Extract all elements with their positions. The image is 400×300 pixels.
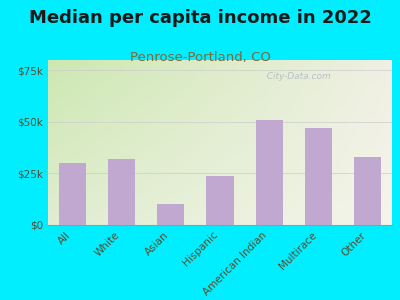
Bar [305, 128, 332, 225]
Text: Penrose-Portland, CO: Penrose-Portland, CO [130, 51, 270, 64]
Bar [108, 159, 135, 225]
Bar [206, 176, 234, 225]
Bar [59, 163, 86, 225]
Bar [256, 120, 283, 225]
Bar [354, 157, 381, 225]
Bar [157, 204, 184, 225]
Text: City-Data.com: City-Data.com [261, 71, 331, 80]
Text: Median per capita income in 2022: Median per capita income in 2022 [28, 9, 372, 27]
